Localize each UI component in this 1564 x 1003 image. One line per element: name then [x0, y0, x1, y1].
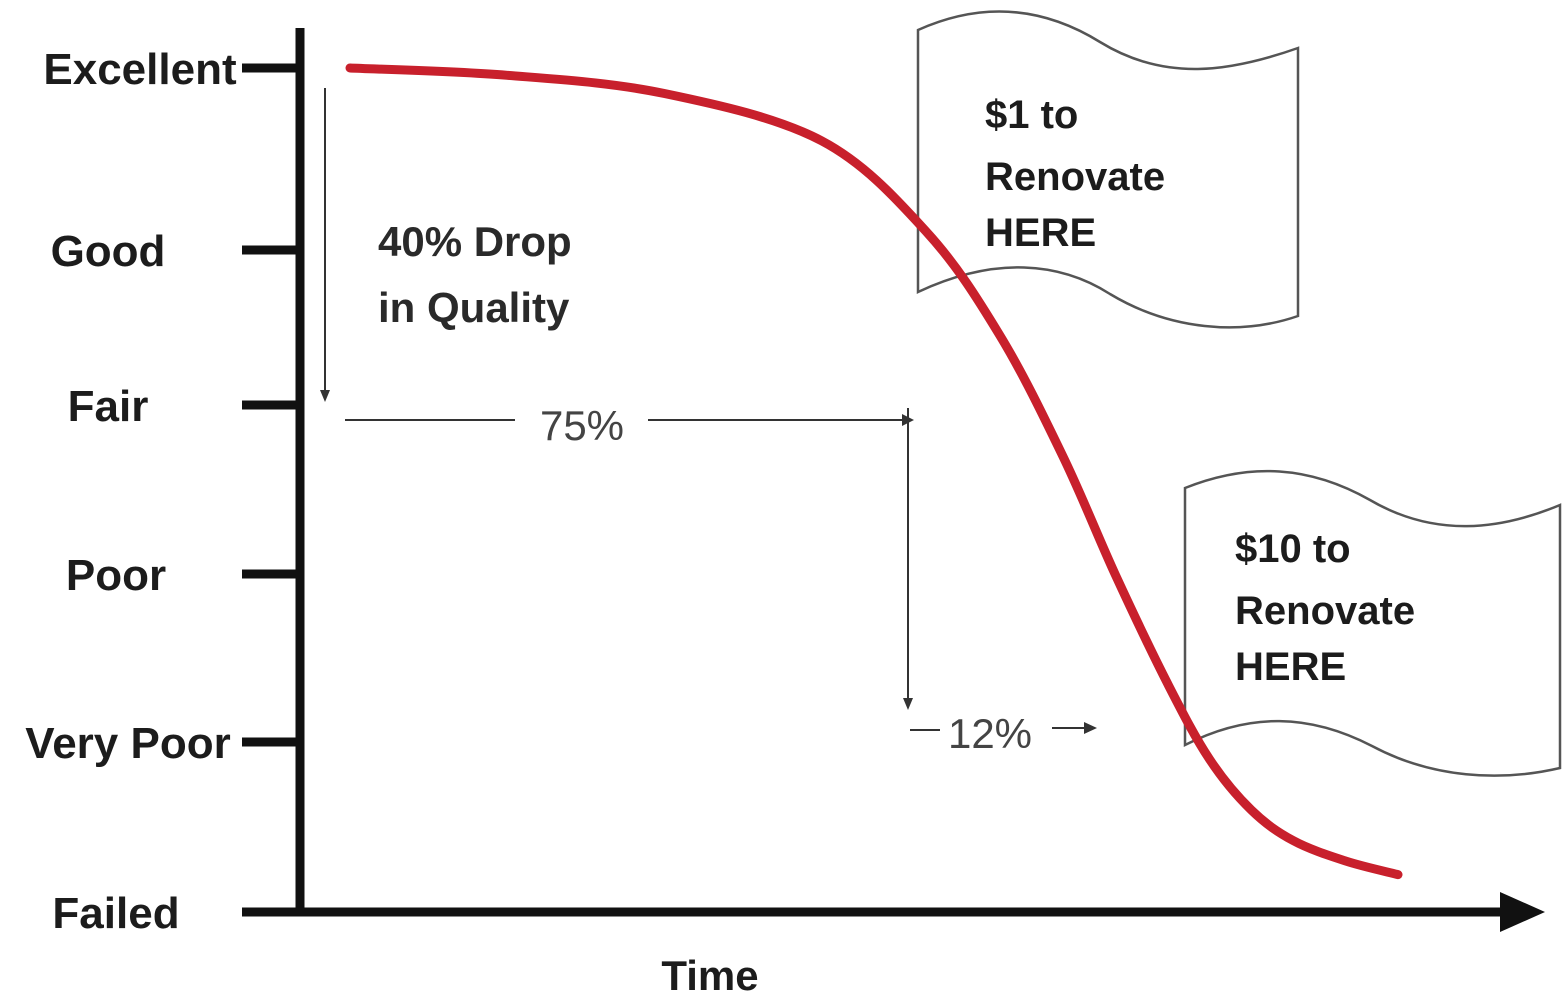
axes: [242, 28, 1545, 932]
x-axis-arrowhead: [1500, 892, 1545, 932]
series-layer: [345, 63, 1403, 880]
flag-2-line1: $10 to: [1235, 527, 1351, 571]
drop-arrowhead: [320, 390, 330, 402]
y-ticks: [242, 63, 300, 747]
pct-75-label: 75%: [540, 402, 624, 449]
y-tick-label-failed: Failed: [52, 889, 179, 938]
flag-1-shape: [916, 10, 1300, 329]
flag-2-line2: Renovate: [1235, 589, 1415, 633]
flag-1-line1: $1 to: [985, 93, 1078, 137]
pct-12-arrowhead: [1084, 722, 1097, 734]
pct-12-label: 12%: [948, 710, 1032, 757]
flag-1-line3: HERE: [985, 211, 1096, 255]
y-tick-label-good: Good: [51, 227, 166, 276]
x-axis-title: Time: [661, 952, 758, 998]
y-tick-label-fair: Fair: [68, 382, 149, 431]
renovate-flag-1: $1 to Renovate HERE: [916, 10, 1300, 329]
y-tick-label-very-poor: Very Poor: [25, 719, 230, 768]
pct-75-annotation: 75%: [345, 402, 914, 710]
y-tick-label-excellent: Excellent: [43, 45, 237, 94]
flag-2-shape: [1183, 469, 1562, 777]
quality-curve-series-0: [345, 63, 1403, 880]
renovate-flag-2: $10 to Renovate HERE: [1183, 469, 1562, 777]
pct-12-annotation: 12%: [910, 710, 1097, 757]
drop-text-line2: in Quality: [378, 284, 570, 331]
flag-2-line3: HERE: [1235, 645, 1346, 689]
pct-75-drop-arrowhead: [903, 698, 913, 710]
y-tick-labels: Excellent Good Fair Poor Very Poor Failed: [25, 45, 237, 938]
drop-annotation: 40% Drop in Quality: [320, 88, 572, 402]
y-tick-label-poor: Poor: [66, 551, 166, 600]
flag-1-line2: Renovate: [985, 155, 1165, 199]
drop-text-line1: 40% Drop: [378, 218, 572, 265]
